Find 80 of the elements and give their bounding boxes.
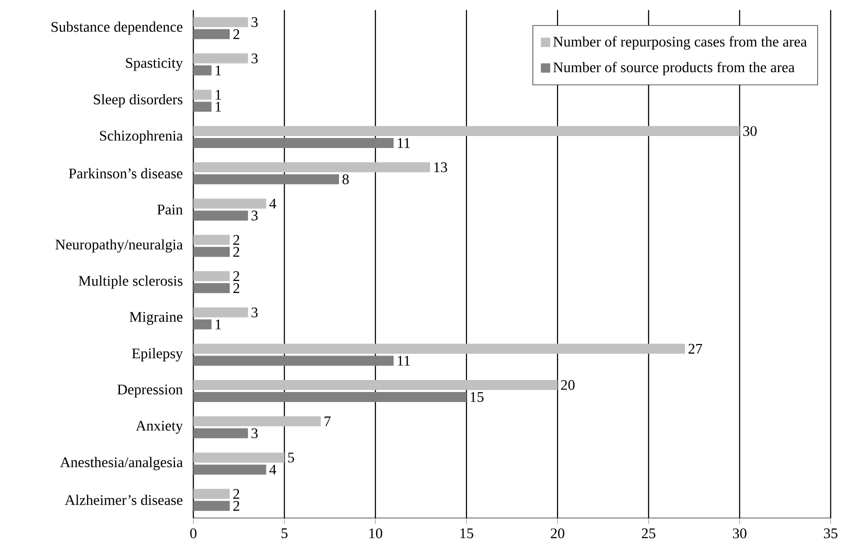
data-label: 4 xyxy=(269,198,276,209)
bar xyxy=(193,392,466,402)
data-label: 3 xyxy=(252,17,258,28)
bar xyxy=(193,428,248,438)
data-label: 11 xyxy=(398,138,410,148)
x-tick-label: 20 xyxy=(550,528,564,538)
bar xyxy=(193,174,340,184)
bar xyxy=(193,138,394,148)
bar xyxy=(193,102,212,112)
data-label: 2 xyxy=(233,501,240,511)
data-label: 1 xyxy=(216,102,221,112)
y-tick-label: Alzheimer’s disease xyxy=(64,494,182,506)
y-tick-label: Depression xyxy=(117,384,183,398)
y-tick-label: Epilepsy xyxy=(132,348,183,362)
bar xyxy=(193,344,685,354)
legend-label: Number of repurposing cases from the area xyxy=(553,36,807,50)
data-label: 11 xyxy=(398,356,410,366)
bar xyxy=(193,416,321,426)
bar xyxy=(193,271,230,282)
bar xyxy=(193,308,248,318)
data-label: 2 xyxy=(233,283,240,294)
data-label: 2 xyxy=(233,29,240,40)
x-tick-label: 10 xyxy=(369,528,382,538)
legend-label: Number of source products from the area xyxy=(553,62,795,76)
data-label: 30 xyxy=(743,126,757,136)
data-label: 8 xyxy=(342,174,349,184)
data-label: 1 xyxy=(216,320,221,330)
data-label: 3 xyxy=(252,308,258,318)
data-label: 13 xyxy=(434,162,448,172)
bar xyxy=(193,66,212,76)
bar xyxy=(193,464,266,475)
y-tick-label: Anxiety xyxy=(136,420,183,434)
y-tick-label: Anesthesia/analgesia xyxy=(60,457,183,470)
x-tick-label: 35 xyxy=(824,528,838,538)
bar xyxy=(193,246,230,257)
x-tick-label: 5 xyxy=(282,528,288,538)
data-label: 20 xyxy=(561,380,575,390)
data-label: 7 xyxy=(324,416,331,426)
bar xyxy=(193,320,212,330)
bar xyxy=(193,126,740,136)
bar xyxy=(193,234,230,245)
bar xyxy=(193,380,558,390)
data-label: 2 xyxy=(233,235,240,245)
y-tick-label: Migraine xyxy=(130,312,182,325)
y-tick-label: Substance dependence xyxy=(52,22,182,35)
y-tick-label: Neuropathy/neuralgia xyxy=(55,239,183,253)
bar xyxy=(193,356,394,366)
data-label: 2 xyxy=(233,271,240,282)
data-label: 2 xyxy=(233,247,240,257)
bar xyxy=(193,29,230,40)
y-tick-label: Schizophrenia xyxy=(100,130,183,144)
data-label: 1 xyxy=(216,90,221,100)
bar xyxy=(193,488,230,499)
bar xyxy=(193,17,248,28)
bar xyxy=(193,162,430,172)
bar xyxy=(193,210,248,221)
data-label: 27 xyxy=(688,344,702,354)
bar xyxy=(193,198,266,209)
y-tick-label: Parkinson’s disease xyxy=(68,168,182,179)
bar xyxy=(193,500,230,511)
data-label: 3 xyxy=(252,210,258,221)
data-label: 4 xyxy=(269,464,276,475)
bar xyxy=(193,452,284,463)
y-tick-label: Spasticity xyxy=(126,58,183,71)
bar xyxy=(193,54,248,64)
x-tick-label: 30 xyxy=(732,528,746,538)
data-label: 1 xyxy=(216,66,221,76)
data-label: 5 xyxy=(288,452,294,463)
data-label: 2 xyxy=(233,489,240,499)
x-tick-label: 0 xyxy=(190,528,196,538)
data-label: 3 xyxy=(252,428,258,438)
x-tick-label: 25 xyxy=(642,528,656,538)
data-label: 3 xyxy=(252,54,258,64)
x-tick-label: 15 xyxy=(460,528,474,538)
bar xyxy=(193,90,212,100)
y-tick-label: Multiple sclerosis xyxy=(78,276,182,289)
y-tick-label: Sleep disorders xyxy=(94,94,182,108)
data-label: 15 xyxy=(470,392,484,402)
y-tick-label: Pain xyxy=(157,204,183,215)
bar xyxy=(193,283,230,294)
